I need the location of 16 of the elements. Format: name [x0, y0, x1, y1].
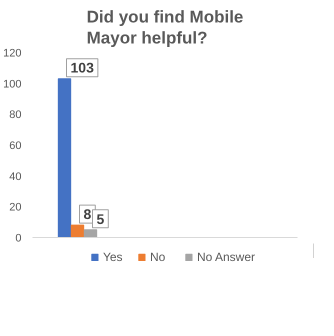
y-tick-label: 20	[9, 202, 22, 214]
y-tick-label: 0	[15, 232, 22, 244]
y-tick-label: 100	[3, 78, 22, 90]
legend-label: Yes	[102, 250, 123, 264]
y-tick-label: 60	[9, 140, 22, 152]
y-tick-label: 80	[9, 109, 22, 122]
data-label: 5	[96, 210, 104, 227]
bar	[70, 224, 84, 238]
legend-label: No	[150, 250, 166, 264]
y-tick-label: 120	[3, 48, 22, 60]
bar	[58, 78, 72, 238]
chart-title: Did you find Mobile Mayor helpful?	[86, 8, 244, 48]
data-label: 103	[70, 60, 94, 76]
legend-label: No Answer	[196, 250, 256, 264]
y-tick-label: 40	[9, 170, 22, 183]
data-label: 8	[84, 206, 92, 222]
